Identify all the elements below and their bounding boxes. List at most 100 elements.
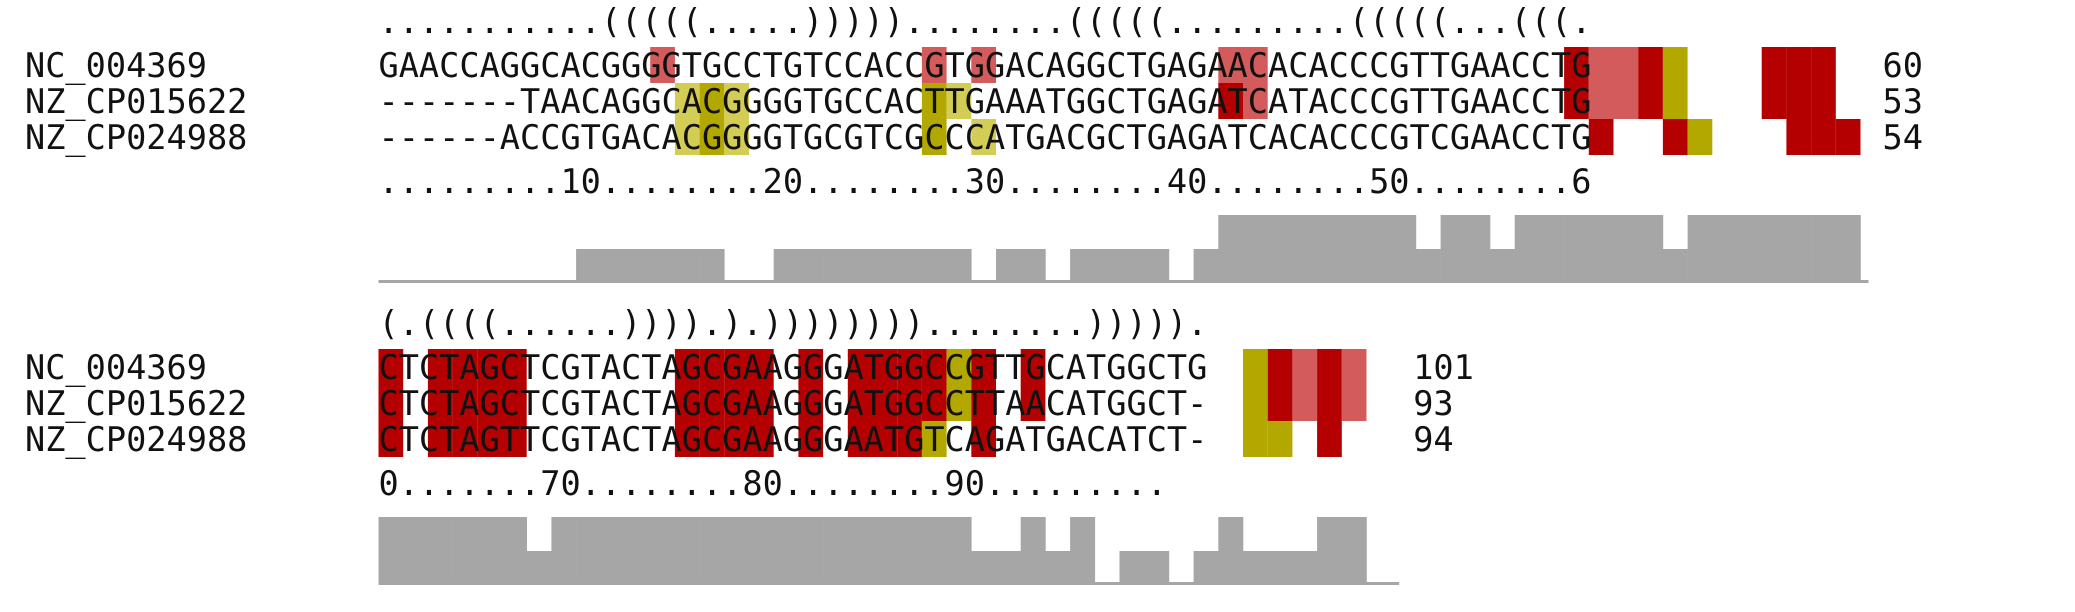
sequence-residues: CTCTAGCTCGTACTAGCGAAGGGATGGCCTTAACATGGCT… bbox=[379, 384, 1208, 423]
conservation-bar bbox=[749, 517, 774, 585]
sequence-row: NC_004369 CTCTAGCTCGTACTAGCGAAGGGATGGCCGT… bbox=[25, 348, 1474, 388]
highlight-cell bbox=[674, 349, 700, 385]
conservation-bar bbox=[674, 249, 700, 283]
highlight-cell bbox=[1786, 83, 1812, 119]
highlight-cell bbox=[921, 385, 947, 421]
conservation-bar bbox=[427, 517, 453, 585]
highlight-cell bbox=[971, 349, 996, 385]
conservation-bar bbox=[1737, 215, 1762, 283]
highlight-cell bbox=[872, 385, 898, 421]
conservation-baseline bbox=[378, 280, 1869, 283]
conservation-bar bbox=[946, 249, 972, 283]
conservation-bar bbox=[576, 249, 602, 283]
highlight-cell bbox=[1564, 47, 1589, 83]
highlight-cells bbox=[378, 349, 1367, 457]
highlight-cell bbox=[1761, 47, 1787, 83]
highlight-cell bbox=[1613, 47, 1639, 83]
highlight-cell bbox=[897, 385, 922, 421]
highlight-cell bbox=[798, 421, 824, 457]
highlight-cell bbox=[1341, 349, 1367, 385]
conservation-bar bbox=[996, 249, 1021, 283]
highlight-cell bbox=[674, 119, 700, 155]
conservation-bar bbox=[724, 517, 750, 585]
sequence-name: NZ_CP015622 bbox=[25, 82, 247, 122]
highlight-cell bbox=[971, 385, 996, 421]
conservation-bar bbox=[502, 517, 527, 585]
highlight-cell bbox=[427, 349, 453, 385]
highlight-cell bbox=[1613, 83, 1639, 119]
conservation-bar bbox=[1243, 215, 1268, 283]
highlight-cell bbox=[921, 83, 947, 119]
highlight-cell bbox=[378, 349, 404, 385]
sequence-end-position: 60 bbox=[1883, 46, 1923, 85]
conservation-bar bbox=[699, 249, 725, 283]
sequence-row: NZ_CP024988 ------ACCGTGACACGGGGTGCGTCGCC… bbox=[25, 118, 1923, 158]
conservation-bar bbox=[1341, 215, 1367, 283]
highlight-cell bbox=[378, 385, 404, 421]
conservation-bar bbox=[1539, 215, 1565, 283]
highlight-cell bbox=[971, 47, 996, 83]
sequence-row: NZ_CP024988 CTCTAGTTCGTACTAGCGAAGGGAATGTC… bbox=[25, 420, 1454, 460]
conservation-bar bbox=[1712, 215, 1738, 283]
highlight-cell bbox=[1662, 47, 1688, 83]
highlight-cell bbox=[946, 385, 972, 421]
conservation-bar bbox=[847, 517, 873, 585]
highlight-cell bbox=[674, 421, 700, 457]
conservation-bar bbox=[1687, 215, 1713, 283]
conservation-histogram bbox=[378, 517, 1400, 585]
conservation-bar bbox=[1218, 517, 1244, 585]
highlight-cell bbox=[452, 349, 478, 385]
sequence-end-position: 53 bbox=[1883, 82, 1923, 121]
conservation-bar bbox=[946, 517, 972, 585]
conservation-bar bbox=[1094, 249, 1120, 283]
conservation-bar bbox=[625, 249, 651, 283]
highlight-cell bbox=[699, 385, 725, 421]
conservation-bar bbox=[1045, 551, 1071, 585]
highlight-cell bbox=[872, 421, 898, 457]
highlight-cell bbox=[378, 421, 404, 457]
sequence-name: NZ_CP024988 bbox=[25, 118, 247, 158]
conservation-bar bbox=[1144, 249, 1170, 283]
conservation-bar bbox=[1786, 215, 1812, 283]
conservation-bar bbox=[1317, 517, 1343, 585]
highlight-cell bbox=[946, 349, 972, 385]
conservation-baseline bbox=[378, 582, 1400, 585]
highlight-cell bbox=[749, 349, 774, 385]
conservation-bar bbox=[1267, 215, 1293, 283]
conservation-bar bbox=[526, 551, 552, 585]
conservation-bar bbox=[650, 249, 676, 283]
highlight-cell bbox=[1317, 385, 1342, 421]
highlight-cell bbox=[897, 349, 922, 385]
highlight-cell bbox=[699, 83, 725, 119]
highlight-cell bbox=[427, 421, 453, 457]
sequence-name: NZ_CP024988 bbox=[25, 420, 247, 460]
highlight-cell bbox=[749, 385, 774, 421]
conservation-histogram bbox=[378, 215, 1869, 283]
conservation-bar bbox=[1292, 215, 1318, 283]
conservation-bar bbox=[773, 517, 799, 585]
conservation-bar bbox=[378, 517, 404, 585]
conservation-bar bbox=[1835, 215, 1861, 283]
highlight-cell bbox=[921, 47, 947, 83]
conservation-bar bbox=[1193, 249, 1219, 283]
conservation-bar bbox=[1070, 517, 1096, 585]
conservation-bar bbox=[477, 517, 503, 585]
conservation-bar bbox=[1267, 551, 1293, 585]
conservation-bar bbox=[1514, 215, 1540, 283]
highlight-cell bbox=[1267, 421, 1293, 457]
highlight-cell bbox=[1292, 385, 1318, 421]
conservation-bar bbox=[1588, 215, 1614, 283]
conservation-bar bbox=[1391, 215, 1417, 283]
highlight-cells bbox=[650, 47, 1861, 155]
highlight-cell bbox=[798, 349, 824, 385]
highlight-cell bbox=[1292, 349, 1318, 385]
highlight-cell bbox=[502, 349, 527, 385]
highlight-cell bbox=[1243, 349, 1268, 385]
conservation-bar bbox=[1638, 215, 1664, 283]
conservation-bar bbox=[1564, 215, 1590, 283]
highlight-cell bbox=[724, 421, 749, 457]
conservation-bar bbox=[1020, 517, 1046, 585]
highlight-cell bbox=[1638, 83, 1663, 119]
conservation-bar bbox=[1811, 215, 1837, 283]
highlight-cell bbox=[1218, 83, 1243, 119]
